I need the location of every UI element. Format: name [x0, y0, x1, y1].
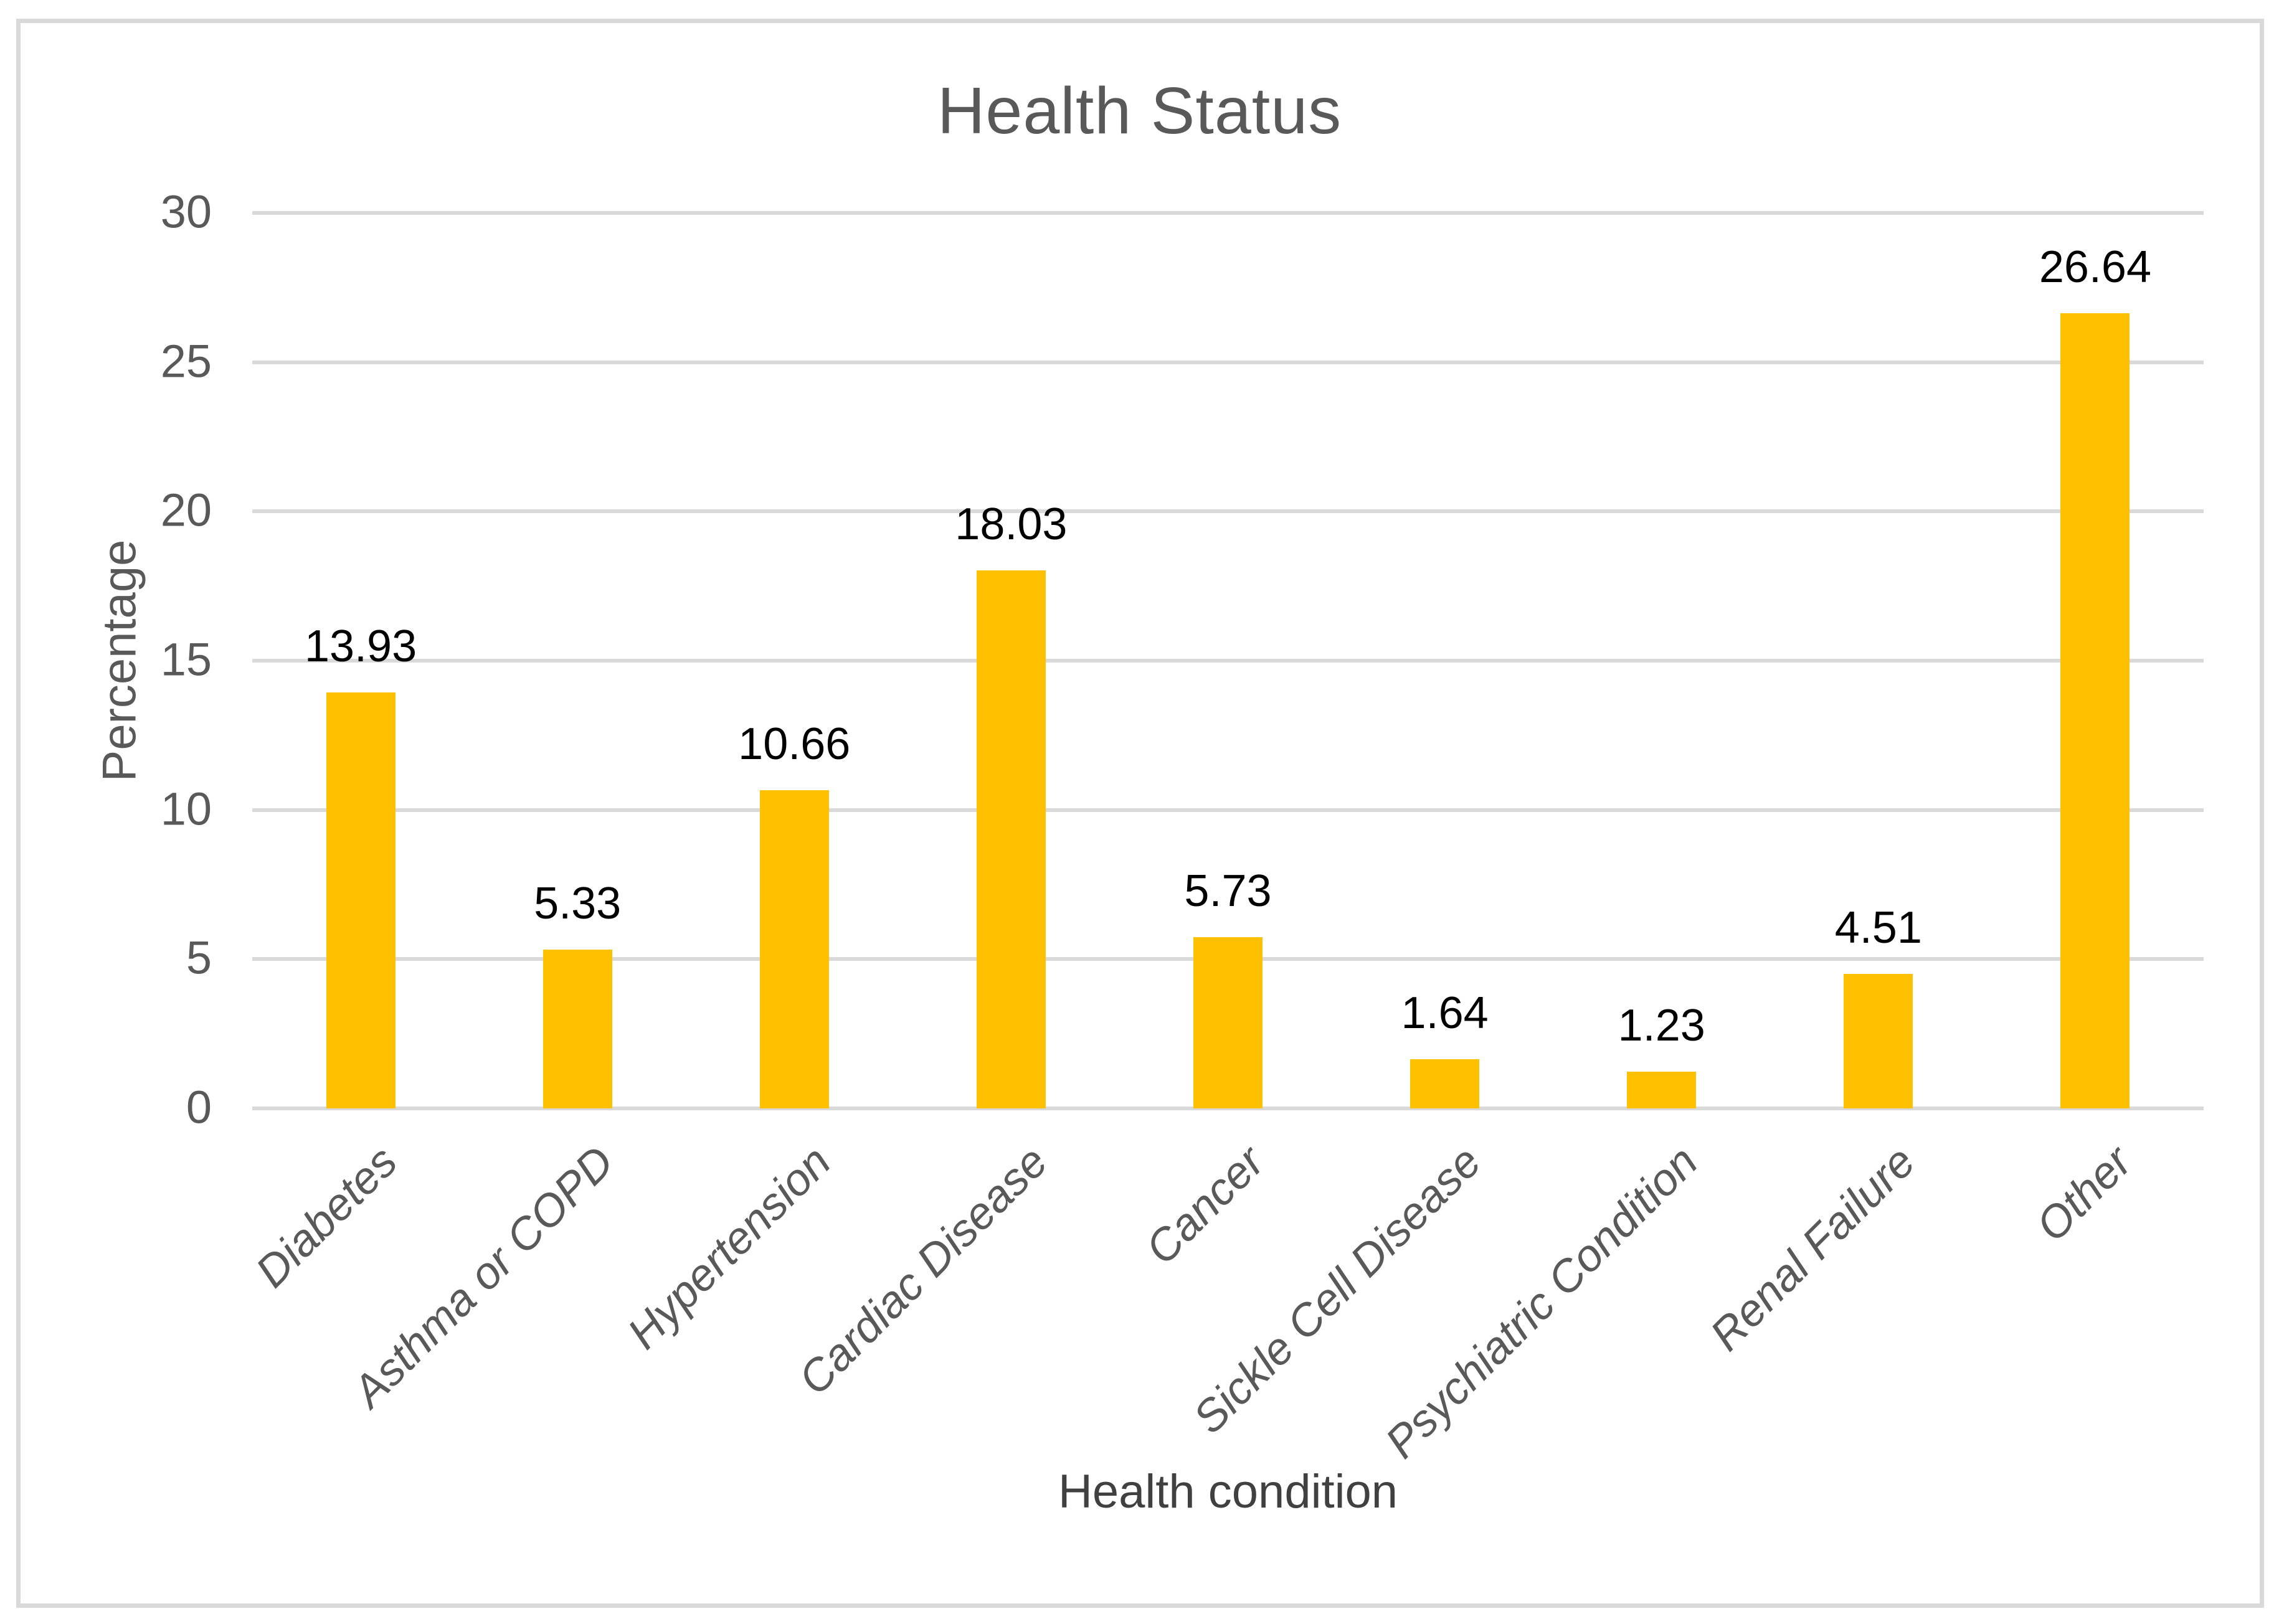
bar-value-label: 26.64 [2039, 242, 2152, 293]
bar-value-label: 5.33 [534, 878, 622, 928]
bar-slot-7: 4.51 [1770, 213, 1987, 1108]
bar-slot-3: 18.03 [903, 213, 1119, 1108]
bars-container: 13.93 5.33 10.66 18.03 5.73 1.64 1.23 4.51 26.64 [252, 213, 2204, 1108]
gridline-y-15 [252, 659, 2204, 663]
y-tick-label-15: 15 [160, 633, 212, 686]
bar-value-label: 5.73 [1184, 866, 1272, 917]
gridline-y-0 [252, 1107, 2204, 1110]
bar [759, 790, 829, 1108]
gridline-y-30 [252, 211, 2204, 215]
bar [1844, 973, 1913, 1108]
bar-value-label: 1.23 [1618, 1001, 1705, 1051]
bar-value-label: 4.51 [1834, 902, 1922, 953]
bar [326, 692, 396, 1108]
y-tick-label-25: 25 [160, 335, 212, 387]
bar [543, 949, 612, 1108]
bar [1627, 1072, 1697, 1108]
bar-slot-0: 13.93 [252, 213, 469, 1108]
y-tick-label-5: 5 [186, 932, 212, 984]
bar [1410, 1059, 1480, 1108]
y-tick-label-30: 30 [160, 186, 212, 238]
x-axis-title: Health condition [1058, 1465, 1398, 1518]
bar-slot-2: 10.66 [686, 213, 903, 1108]
bar [1193, 937, 1263, 1108]
bar-value-label: 13.93 [304, 621, 417, 672]
gridline-y-25 [252, 360, 2204, 364]
bar-slot-5: 1.64 [1337, 213, 1553, 1108]
bar-slot-6: 1.23 [1553, 213, 1770, 1108]
bar-value-label: 1.64 [1401, 988, 1489, 1039]
bar-value-label: 10.66 [738, 719, 851, 770]
y-tick-label-10: 10 [160, 783, 212, 835]
y-tick-label-20: 20 [160, 484, 212, 536]
plot-area: 0 5 10 15 20 25 30 13.93 5.33 10.66 18.03 5.73 1.64 1… [161, 189, 2204, 1468]
bar-slot-8: 26.64 [1987, 213, 2204, 1108]
bar-slot-4: 5.73 [1119, 213, 1336, 1108]
figure-border [16, 19, 2264, 1608]
gridline-y-20 [252, 509, 2204, 514]
bar-value-label: 18.03 [955, 499, 1068, 549]
y-axis-title: Percentage [93, 539, 146, 782]
bar-slot-1: 5.33 [469, 213, 686, 1108]
bar [2060, 313, 2130, 1108]
bar [976, 570, 1046, 1108]
y-tick-label-0: 0 [186, 1081, 212, 1133]
gridline-y-10 [252, 808, 2204, 812]
chart-title: Health Status [937, 74, 1342, 148]
